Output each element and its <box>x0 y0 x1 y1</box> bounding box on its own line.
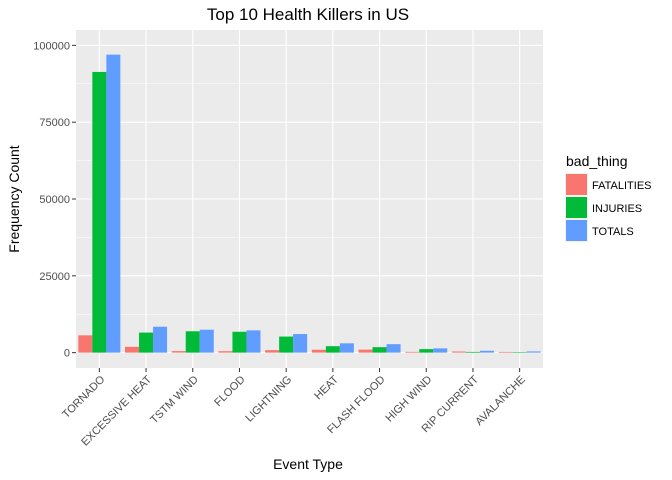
bar-fatalities <box>405 351 420 353</box>
bar-injuries <box>512 352 527 353</box>
bar-fatalities <box>498 351 513 353</box>
chart-title: Top 10 Health Killers in US <box>207 5 409 24</box>
bar-totals <box>479 350 494 353</box>
x-axis-title: Event Type <box>273 456 343 472</box>
bar-injuries <box>185 331 200 353</box>
bar-totals <box>293 334 308 353</box>
bar-totals <box>526 351 541 353</box>
bar-fatalities <box>358 349 373 353</box>
y-tick-label: 50000 <box>39 194 70 206</box>
legend-label: INJURIES <box>592 203 642 215</box>
legend: bad_thing FATALITIES INJURIES TOTALS <box>565 153 652 242</box>
bar-fatalities <box>451 351 466 353</box>
bars <box>78 54 541 353</box>
bar-totals <box>246 330 261 353</box>
bar-injuries <box>92 71 107 353</box>
bar-injuries <box>279 336 294 353</box>
y-axis-title: Frequency Count <box>6 145 22 253</box>
y-tick-label: 100000 <box>33 40 70 52</box>
bar-totals <box>106 54 121 353</box>
bar-injuries <box>419 349 434 353</box>
bar-totals <box>386 344 401 353</box>
bar-fatalities <box>125 346 140 353</box>
y-axis: 0 25000 50000 75000 100000 <box>33 40 76 360</box>
legend-key-injuries <box>566 197 587 218</box>
bar-fatalities <box>311 349 326 353</box>
legend-key-fatalities <box>566 174 587 195</box>
bar-totals <box>339 343 354 353</box>
legend-key-totals <box>566 220 587 241</box>
y-tick-label: 0 <box>64 348 70 360</box>
bar-totals <box>153 326 168 353</box>
bar-fatalities <box>218 351 233 353</box>
legend-label: TOTALS <box>592 226 634 238</box>
bar-totals <box>433 348 448 353</box>
legend-label: FATALITIES <box>592 180 652 192</box>
bar-injuries <box>139 332 154 353</box>
bar-fatalities <box>78 335 93 353</box>
bar-injuries <box>232 331 247 353</box>
bar-injuries <box>372 347 387 353</box>
bar-injuries <box>465 351 480 353</box>
bar-fatalities <box>265 350 280 353</box>
y-tick-label: 75000 <box>39 117 70 129</box>
bar-injuries <box>325 346 340 353</box>
legend-title: bad_thing <box>566 153 628 169</box>
y-tick-label: 25000 <box>39 271 70 283</box>
bar-fatalities <box>171 351 186 353</box>
bar-totals <box>199 329 214 353</box>
